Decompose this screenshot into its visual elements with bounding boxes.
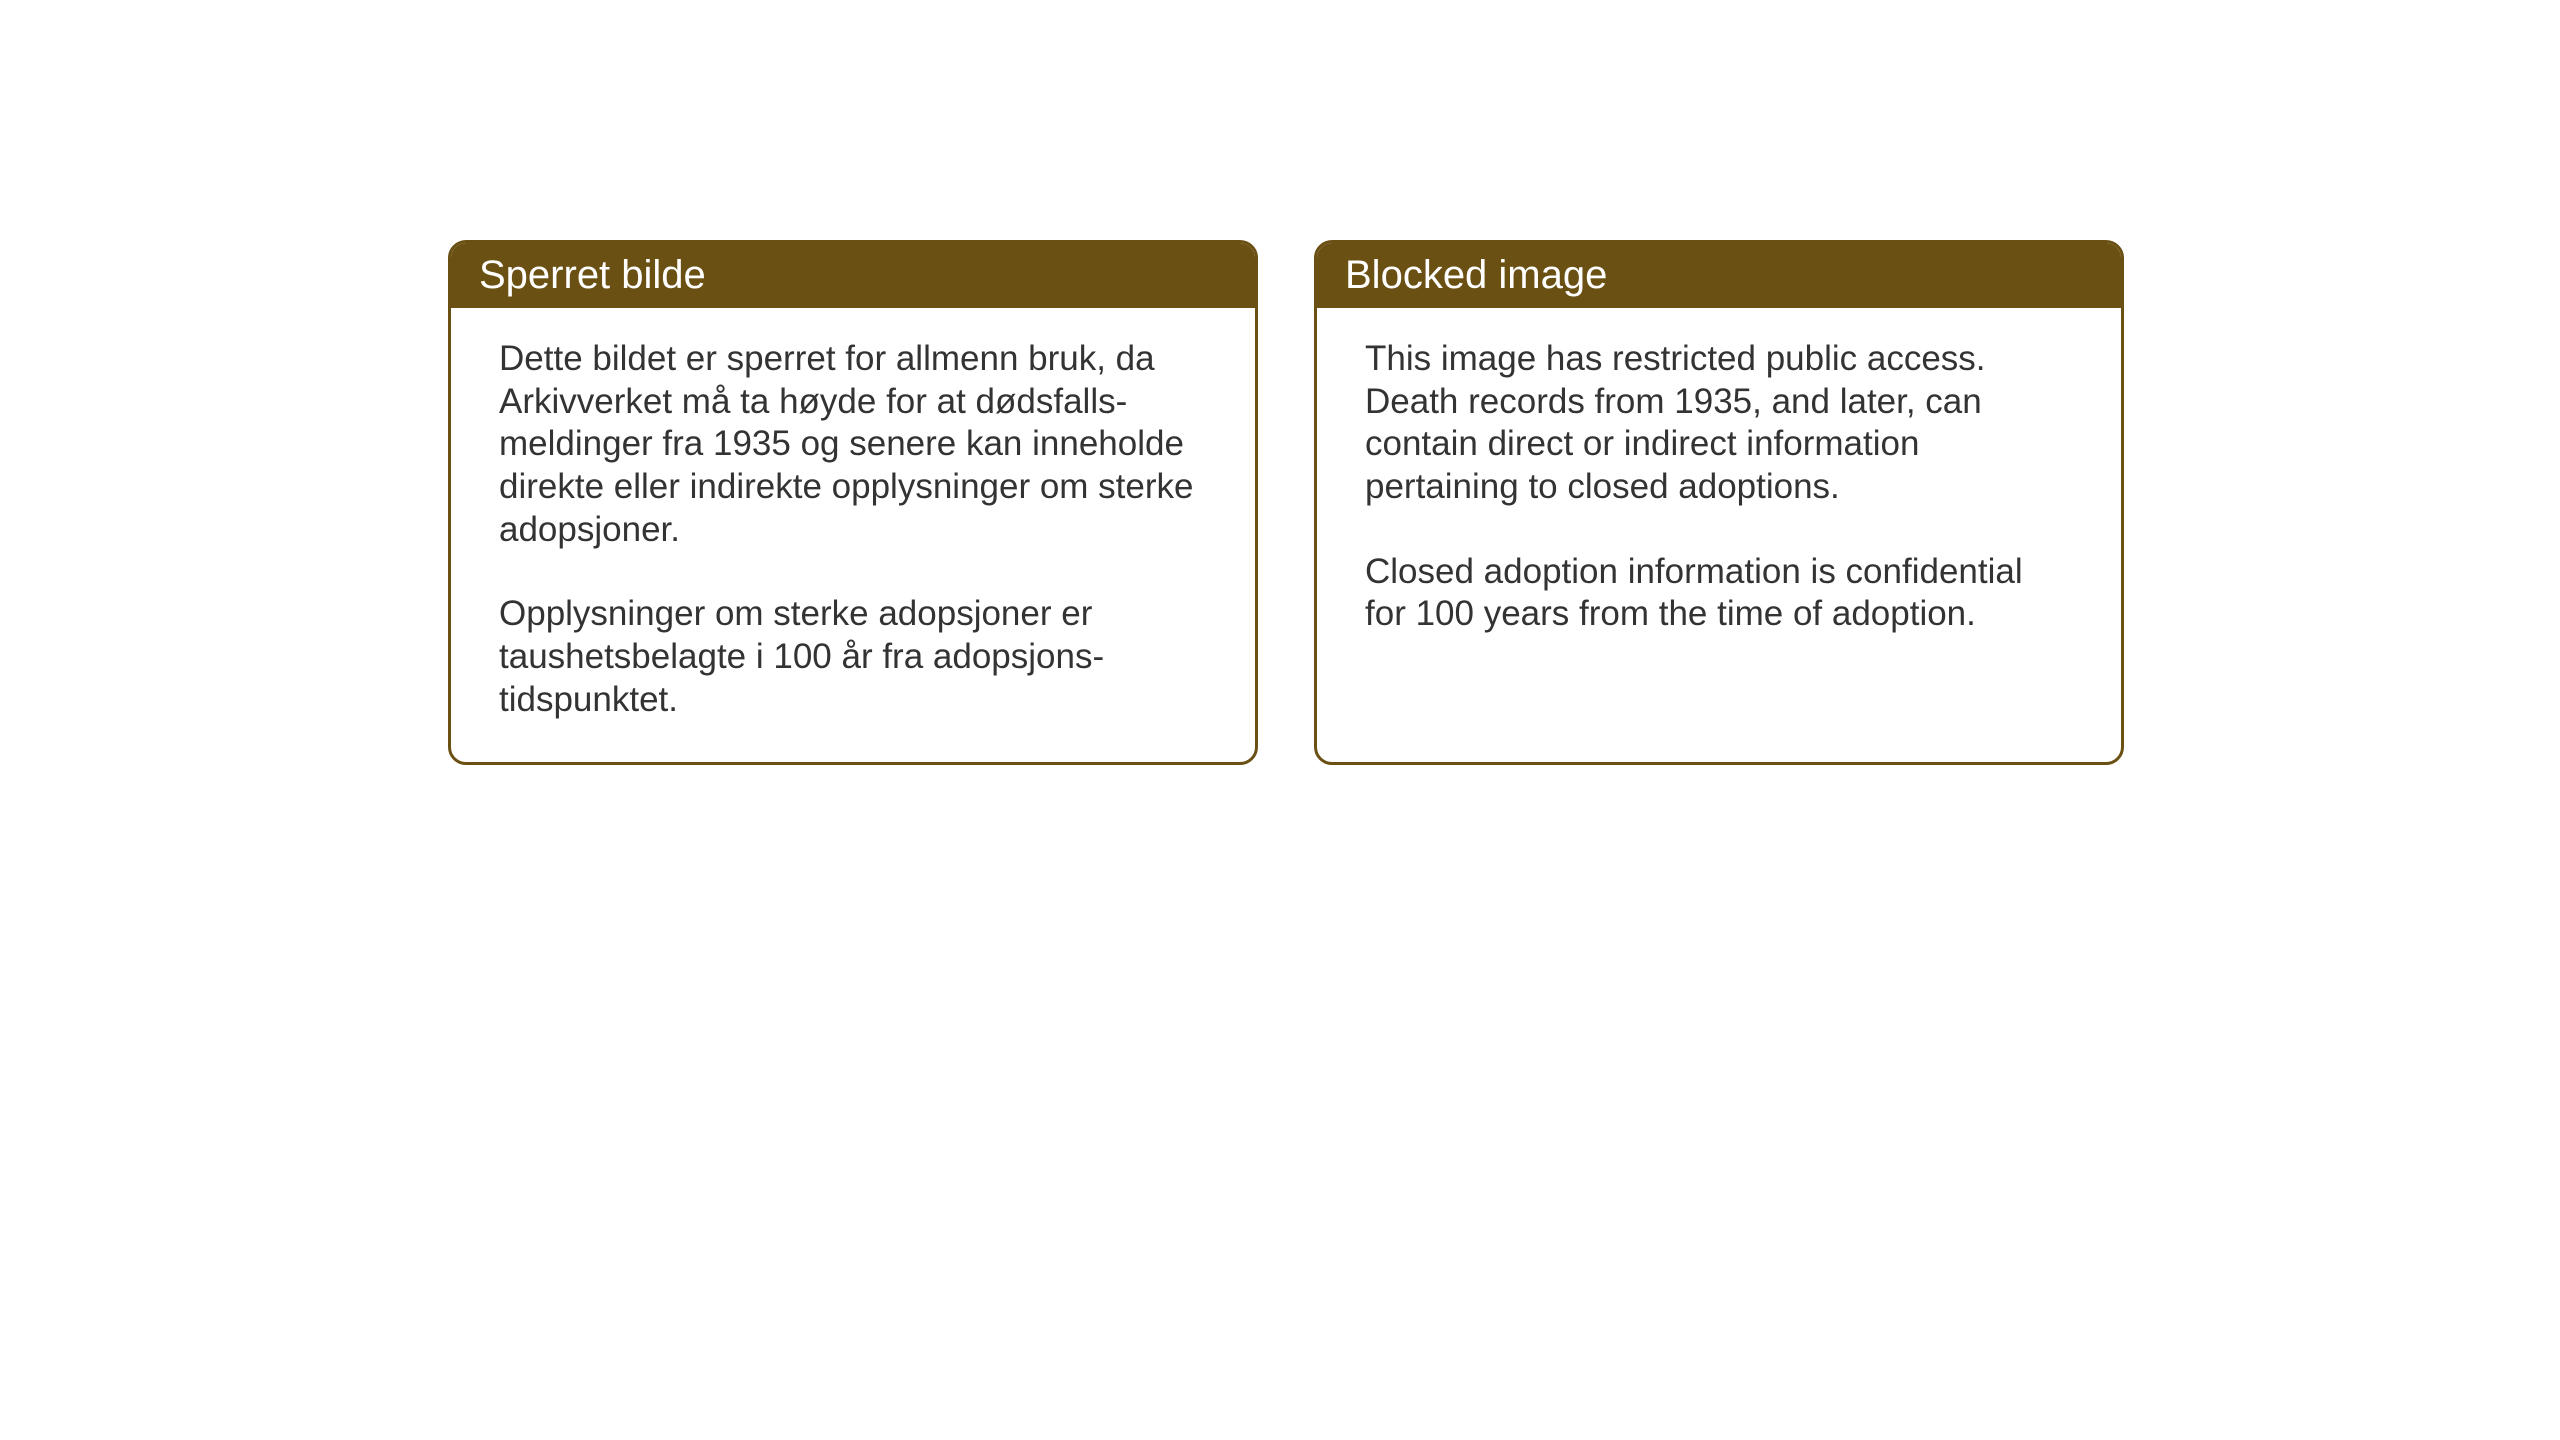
notice-body-english: This image has restricted public access.… — [1317, 308, 2121, 676]
notice-body-norwegian: Dette bildet er sperret for allmenn bruk… — [451, 308, 1255, 762]
notice-box-english: Blocked image This image has restricted … — [1314, 240, 2124, 765]
notice-paragraph: Opplysninger om sterke adopsjoner er tau… — [499, 593, 1207, 721]
notice-paragraph: Closed adoption information is confident… — [1365, 551, 2073, 636]
notices-container: Sperret bilde Dette bildet er sperret fo… — [448, 240, 2124, 765]
notice-paragraph: Dette bildet er sperret for allmenn bruk… — [499, 338, 1207, 551]
notice-header-english: Blocked image — [1317, 243, 2121, 308]
notice-paragraph: This image has restricted public access.… — [1365, 338, 2073, 509]
notice-box-norwegian: Sperret bilde Dette bildet er sperret fo… — [448, 240, 1258, 765]
notice-header-norwegian: Sperret bilde — [451, 243, 1255, 308]
